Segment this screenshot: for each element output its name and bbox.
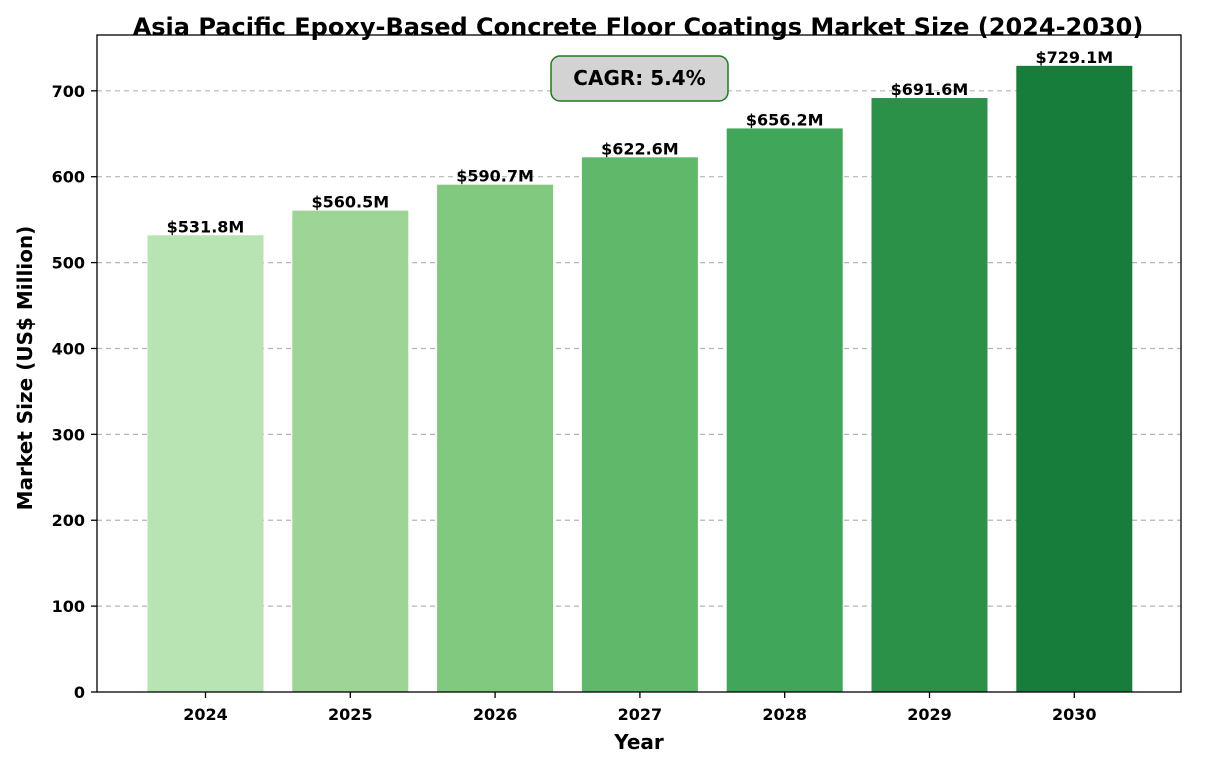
bar	[147, 235, 264, 692]
y-tick-label: 700	[52, 82, 85, 101]
bar-value-label: $560.5M	[311, 193, 389, 212]
y-tick-label: 100	[52, 597, 85, 616]
bar	[871, 98, 988, 692]
y-tick-label: 600	[52, 168, 85, 187]
y-tick-label: 200	[52, 511, 85, 530]
cagr-box	[550, 55, 729, 102]
chart-title: Asia Pacific Epoxy-Based Concrete Floor …	[133, 13, 1144, 41]
x-tick-label: 2024	[183, 705, 228, 724]
bar-value-labels: $531.8M $560.5M $590.7M $622.6M $656.2M $691.…	[167, 48, 1113, 236]
bar	[1016, 65, 1133, 692]
x-tick-label: 2025	[328, 705, 373, 724]
bar	[437, 184, 554, 693]
bar	[581, 157, 698, 693]
y-tick-label: 300	[52, 425, 85, 444]
y-axis-ticks: 0 100 200 300 400 500 600 700	[52, 82, 97, 702]
y-tick-label: 500	[52, 254, 85, 273]
bar-value-label: $590.7M	[456, 167, 534, 186]
bar-value-label: $691.6M	[891, 80, 969, 99]
plot-frame	[96, 34, 1182, 693]
bar	[726, 128, 843, 692]
x-tick-label: 2026	[473, 705, 518, 724]
x-axis-ticks: 2024 2025 2026 2027 2028 2029 2030	[183, 692, 1097, 724]
bars	[147, 65, 1133, 693]
y-axis-label: Market Size (US$ Million)	[13, 226, 37, 511]
cagr-label: CAGR: 5.4%	[573, 66, 705, 90]
x-tick-label: 2027	[618, 705, 663, 724]
y-tick-label: 400	[52, 339, 85, 358]
bar-value-label: $531.8M	[167, 217, 245, 236]
x-tick-label: 2029	[907, 705, 952, 724]
bar-value-label: $656.2M	[746, 110, 824, 129]
x-tick-label: 2028	[762, 705, 807, 724]
bar-value-label: $729.1M	[1035, 48, 1113, 67]
y-tick-label: 0	[74, 683, 85, 702]
bar-value-label: $622.6M	[601, 139, 679, 158]
bar	[292, 210, 409, 693]
x-axis-label: Year	[613, 730, 664, 754]
cagr-annotation: CAGR: 5.4%	[550, 55, 729, 102]
x-tick-label: 2030	[1052, 705, 1097, 724]
